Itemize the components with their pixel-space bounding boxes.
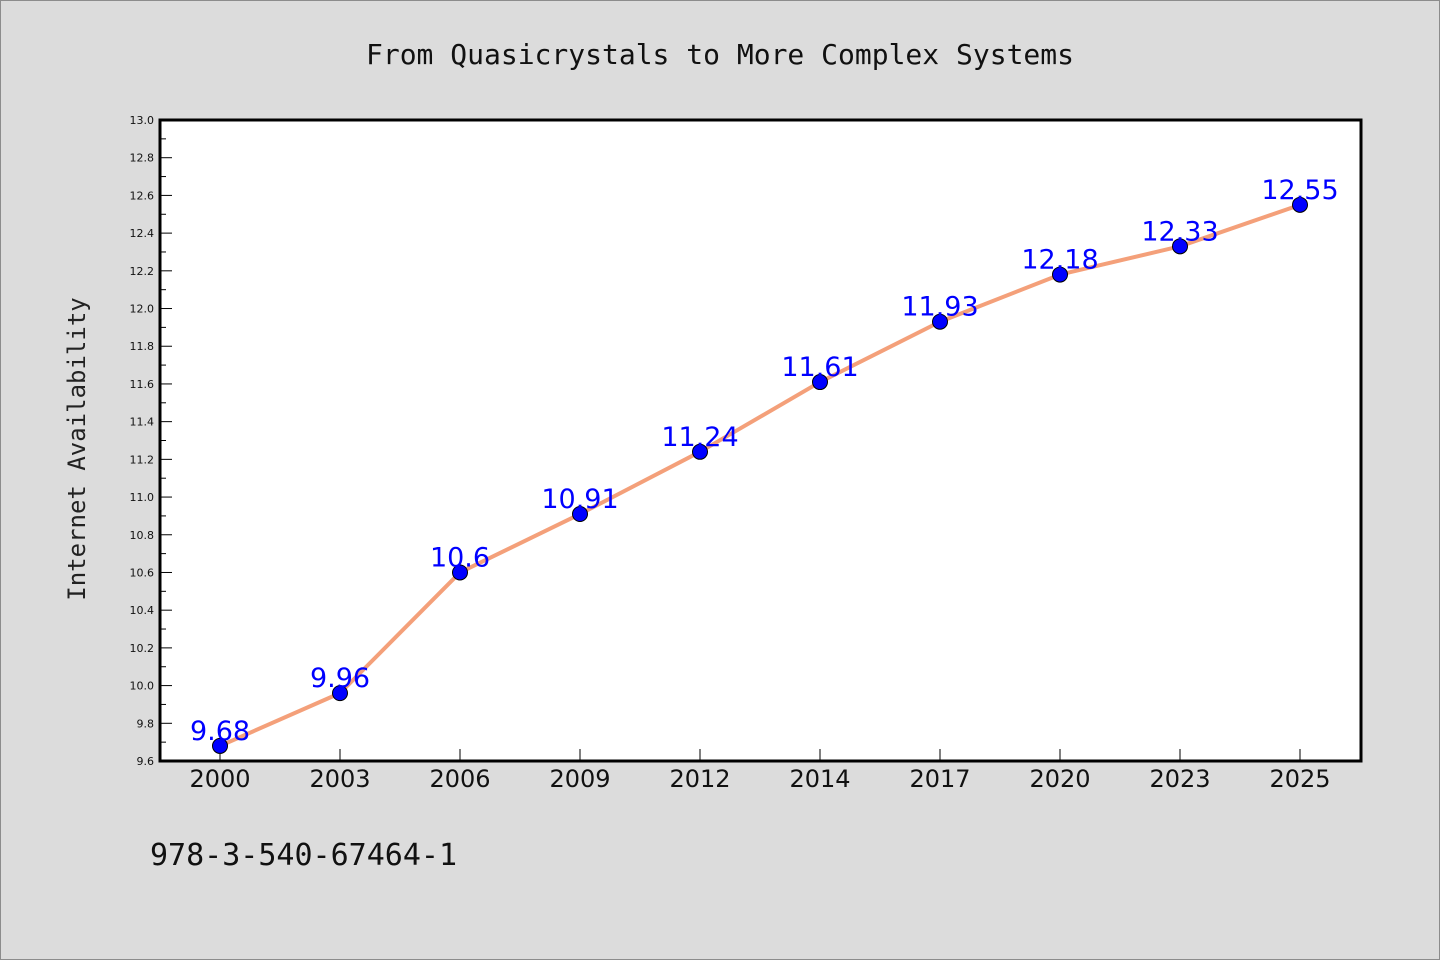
y-tick-label: 12.4 bbox=[130, 227, 155, 240]
y-tick-label: 10.6 bbox=[130, 566, 155, 579]
y-tick-label: 12.0 bbox=[130, 303, 155, 316]
data-point bbox=[452, 564, 468, 581]
y-axis: 9.6 9.8 10.0 10.2 10.4 10.6 10.8 11.0 11.2 11.4 11… bbox=[130, 114, 172, 768]
y-tick-label: 10.0 bbox=[130, 680, 155, 693]
x-tick-label: 2003 bbox=[309, 765, 370, 793]
x-tick-label: 2009 bbox=[549, 765, 610, 793]
y-tick-label: 13.0 bbox=[130, 114, 155, 127]
y-tick-label: 9.8 bbox=[137, 717, 155, 730]
data-point bbox=[1052, 266, 1068, 283]
y-tick-label: 10.4 bbox=[130, 604, 155, 617]
y-axis-label: Internet Availability bbox=[63, 297, 91, 600]
data-label: 9.96 bbox=[310, 663, 370, 694]
data-label: 11.24 bbox=[661, 422, 738, 453]
data-label: 12.33 bbox=[1141, 216, 1218, 247]
x-tick-label: 2017 bbox=[909, 765, 970, 793]
data-label: 9.68 bbox=[190, 716, 250, 747]
y-tick-label: 11.8 bbox=[130, 340, 155, 353]
x-tick-label: 2020 bbox=[1029, 765, 1090, 793]
y-tick-label: 12.6 bbox=[130, 189, 155, 202]
data-point bbox=[212, 737, 228, 754]
x-tick-label: 2023 bbox=[1149, 765, 1210, 793]
data-label: 12.55 bbox=[1261, 175, 1338, 206]
y-tick-label: 11.6 bbox=[130, 378, 155, 391]
data-labels: 9.68 9.96 10.6 10.91 11.24 11.61 11.93 12.18 12.… bbox=[190, 175, 1339, 747]
data-point bbox=[932, 313, 948, 330]
y-tick-label: 9.6 bbox=[137, 755, 155, 768]
data-label: 10.6 bbox=[430, 542, 490, 573]
x-tick-label: 2014 bbox=[789, 765, 850, 793]
data-label: 10.91 bbox=[541, 484, 618, 515]
chart-title: From Quasicrystals to More Complex Syste… bbox=[366, 38, 1074, 71]
x-tick-label: 2025 bbox=[1269, 765, 1330, 793]
y-tick-label: 10.2 bbox=[130, 642, 155, 655]
plot-frame bbox=[158, 118, 1363, 763]
data-point bbox=[332, 685, 348, 702]
footnote-isbn: 978-3-540-67464-1 bbox=[150, 838, 457, 873]
data-point bbox=[572, 506, 588, 523]
data-label: 12.18 bbox=[1021, 245, 1098, 276]
data-point bbox=[692, 443, 708, 460]
x-tick-label: 2000 bbox=[189, 765, 250, 793]
data-points bbox=[212, 196, 1308, 754]
y-tick-label: 11.2 bbox=[130, 453, 155, 466]
data-point bbox=[1172, 238, 1188, 255]
y-tick-label: 11.0 bbox=[130, 491, 155, 504]
plot-area bbox=[160, 120, 1361, 761]
data-point bbox=[812, 374, 828, 391]
x-axis: 2000 2003 2006 2009 2012 2014 2017 2020 2023 2025 bbox=[189, 749, 1331, 793]
y-tick-label: 11.4 bbox=[130, 416, 155, 429]
x-tick-label: 2006 bbox=[429, 765, 490, 793]
x-tick-label: 2012 bbox=[669, 765, 730, 793]
y-tick-label: 12.2 bbox=[130, 265, 155, 278]
y-tick-label: 10.8 bbox=[130, 529, 155, 542]
y-tick-label: 12.8 bbox=[130, 152, 155, 165]
series-line bbox=[218, 202, 1302, 748]
data-label: 11.61 bbox=[781, 352, 858, 383]
data-label: 11.93 bbox=[901, 292, 978, 323]
data-point bbox=[1292, 196, 1308, 213]
